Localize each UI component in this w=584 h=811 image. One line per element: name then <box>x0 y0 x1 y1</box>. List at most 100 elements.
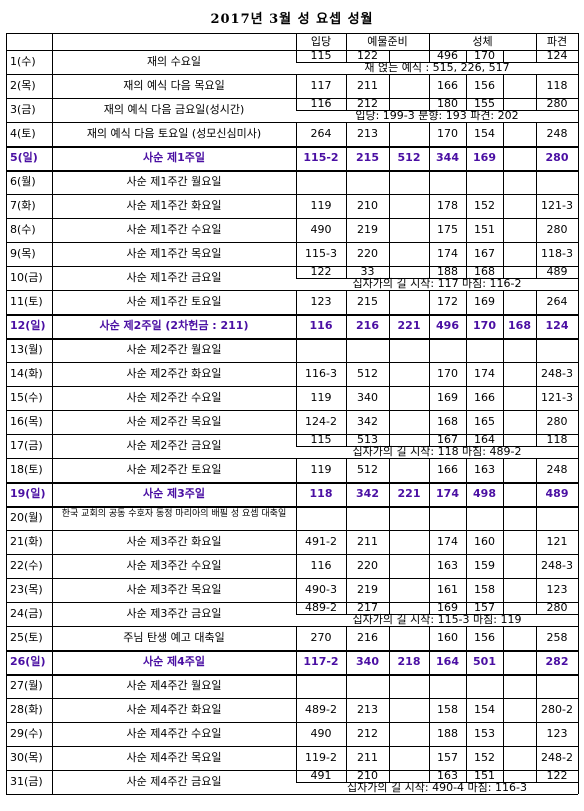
row-number: 165 <box>474 415 495 428</box>
row-number: 159 <box>474 559 495 572</box>
row-number: 151 <box>474 769 495 782</box>
row-number <box>346 170 389 194</box>
row-date: 4(토) <box>10 127 36 140</box>
row-number <box>296 506 346 530</box>
row-service-name: 사순 제4주간 목요일 <box>126 751 222 764</box>
row-service-name: 사순 제1주간 토요일 <box>126 295 222 308</box>
row-number: 280-2 <box>541 703 573 716</box>
row-number <box>429 674 466 698</box>
row-date: 15(수) <box>10 391 43 404</box>
row-number <box>536 338 578 362</box>
row-number: 118 <box>309 487 333 500</box>
row-number: 490 <box>310 223 332 236</box>
row-number: 280 <box>546 97 568 110</box>
row-number <box>503 674 536 698</box>
row-date: 3(금) <box>10 103 36 116</box>
row-number: 115-3 <box>305 247 337 260</box>
row-number: 154 <box>474 703 495 716</box>
row-number: 117-2 <box>303 655 339 668</box>
row-number: 489 <box>545 487 569 500</box>
row-number <box>389 674 429 698</box>
row-number: 116-3 <box>305 367 337 380</box>
row-number: 168 <box>508 319 531 332</box>
row-service-name: 사순 제3주일 <box>142 487 206 500</box>
row-number: 280 <box>546 415 568 428</box>
row-number: 248-3 <box>541 367 573 380</box>
row-service-name: 사순 제2주간 월요일 <box>126 343 222 356</box>
row-number: 213 <box>357 703 378 716</box>
row-date: 25(토) <box>10 631 43 644</box>
row-service-name: 사순 제2주간 금요일 <box>126 439 222 452</box>
row-number: 116 <box>310 97 332 110</box>
row-number <box>503 170 536 194</box>
row-number: 217 <box>357 601 378 614</box>
row-date: 12(일) <box>10 319 46 332</box>
row-number: 175 <box>437 223 458 236</box>
row-number <box>389 338 429 362</box>
row-service-name: 한국 교회의 공동 수호자 동정 마리아의 배필 성 요셉 대축일 <box>61 509 287 519</box>
row-number: 116 <box>310 559 332 572</box>
row-number <box>296 674 346 698</box>
row-number: 124 <box>545 319 569 332</box>
row-number: 213 <box>357 127 378 140</box>
row-date: 11(토) <box>10 295 43 308</box>
row-number: 212 <box>357 727 378 740</box>
row-number: 501 <box>473 655 496 668</box>
row-number <box>429 506 466 530</box>
row-number: 168 <box>474 265 495 278</box>
row-number: 124 <box>546 49 568 62</box>
row-service-name: 사순 제4주간 화요일 <box>126 703 222 716</box>
row-number <box>503 722 536 746</box>
row-number: 340 <box>356 655 379 668</box>
row-number: 115-2 <box>303 151 339 164</box>
row-number <box>503 506 536 530</box>
row-number <box>389 170 429 194</box>
row-number: 220 <box>357 559 378 572</box>
row-service-name: 주님 탄생 예고 대축일 <box>123 631 225 644</box>
row-date: 16(목) <box>10 415 43 428</box>
row-number: 210 <box>357 199 378 212</box>
row-number: 164 <box>436 655 459 668</box>
row-number: 264 <box>546 295 568 308</box>
row-number <box>389 122 429 146</box>
row-number: 119 <box>310 199 332 212</box>
row-number: 122 <box>546 769 568 782</box>
row-date: 29(수) <box>10 727 43 740</box>
row-number: 154 <box>474 127 495 140</box>
row-number: 166 <box>437 463 458 476</box>
header-communion: 성체 <box>472 35 493 48</box>
row-number: 210 <box>357 769 378 782</box>
row-number <box>503 122 536 146</box>
row-service-name: 사순 제4주일 <box>142 655 206 668</box>
row-number <box>389 290 429 314</box>
row-number <box>346 674 389 698</box>
row-number <box>503 410 536 434</box>
row-number: 270 <box>310 631 332 644</box>
row-number <box>429 338 466 362</box>
row-number: 220 <box>357 247 378 260</box>
row-date: 8(수) <box>10 223 36 236</box>
row-number: 512 <box>357 463 378 476</box>
row-number: 118 <box>546 433 568 446</box>
row-number: 489-2 <box>305 601 337 614</box>
row-number: 490-3 <box>305 583 337 596</box>
row-number: 342 <box>356 487 379 500</box>
row-note: 십자가의 길 시작: 117 마침: 116-2 <box>352 277 522 290</box>
row-number: 215 <box>356 151 379 164</box>
row-number: 280 <box>546 223 568 236</box>
row-number: 170 <box>437 367 458 380</box>
row-date: 5(일) <box>10 151 38 164</box>
row-number <box>536 170 578 194</box>
row-number: 170 <box>474 49 495 62</box>
row-number: 169 <box>437 601 458 614</box>
page-title: 2017년 3월 성 요셉 성월 <box>210 12 374 27</box>
row-number: 344 <box>436 151 459 164</box>
row-number: 123 <box>546 727 568 740</box>
row-number: 180 <box>437 97 458 110</box>
row-number <box>466 338 503 362</box>
row-number: 221 <box>397 487 421 500</box>
row-number: 167 <box>437 433 458 446</box>
row-number: 163 <box>437 769 458 782</box>
row-date: 30(목) <box>10 751 43 764</box>
row-number <box>346 338 389 362</box>
